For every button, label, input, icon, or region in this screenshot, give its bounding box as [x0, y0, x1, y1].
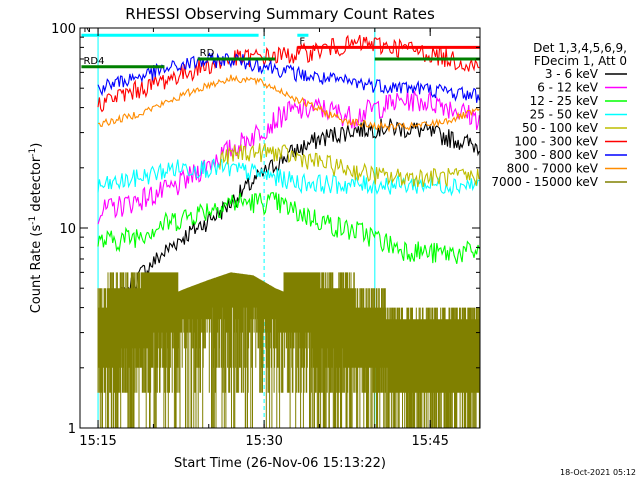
- chart-title: RHESSI Observing Summary Count Rates: [125, 5, 435, 23]
- series-25-50-kev-line: [97, 158, 480, 197]
- state-bar-label-f: F: [299, 36, 305, 47]
- legend-label-12-25-kev: 12 - 25 keV: [530, 94, 599, 108]
- legend-label-25-50-kev: 25 - 50 keV: [530, 108, 599, 122]
- plot-clip-group: N F RD RD4: [81, 24, 480, 428]
- y-axis-label-tail: detector: [29, 156, 44, 216]
- series-3-6-kev-line: [97, 118, 480, 337]
- y-axis-label-sup-2: -1: [28, 148, 38, 157]
- legend-label-100-300-kev: 100 - 300 keV: [514, 135, 598, 149]
- footer-timestamp: 18-Oct-2021 05:12: [560, 468, 636, 477]
- x-axis-label: Start Time (26-Nov-06 15:13:22): [174, 456, 386, 471]
- x-tick-label: 15:45: [411, 434, 448, 449]
- y-axis-label-end: ): [29, 143, 44, 148]
- y-axis-label-sup: -1: [28, 216, 38, 225]
- y-tick-label: 10: [59, 222, 76, 237]
- legend-header-line-2: FDecim 1, Att 0: [534, 54, 627, 68]
- legend-label-800-7000-kev: 800 - 7000 keV: [507, 162, 599, 176]
- y-axis-label: Count Rate (s-1 detector-1): [28, 143, 44, 314]
- series-100-300-kev-line: [97, 34, 480, 113]
- state-bar-label-rd4: RD4: [83, 56, 104, 67]
- legend: Det 1,3,4,5,6,9, FDecim 1, Att 0 3 - 6 k…: [491, 41, 627, 189]
- x-tick-label: 15:30: [245, 434, 282, 449]
- series-6-12-kev-line: [97, 88, 480, 225]
- series-800-7000-kev-line: [97, 74, 480, 133]
- legend-label-3-6-kev: 3 - 6 keV: [545, 67, 599, 81]
- legend-label-7000-15000-kev: 7000 - 15000 keV: [491, 175, 598, 189]
- y-axis-label-main: Count Rate (s: [29, 225, 44, 314]
- series-7000-15000-kev-line: [97, 272, 480, 428]
- axes: 15:15 15:30 15:45 1 10 100: [51, 22, 481, 449]
- state-bar-label-n: N: [83, 24, 90, 35]
- legend-header-line-1: Det 1,3,4,5,6,9,: [533, 41, 627, 55]
- series-50-100-kev-line: [219, 143, 480, 188]
- state-bar-label-rd: RD: [200, 48, 215, 59]
- legend-label-6-12-kev: 6 - 12 keV: [537, 81, 599, 95]
- legend-label-50-100-kev: 50 - 100 keV: [522, 121, 599, 135]
- plot-area: N F RD RD4: [81, 24, 480, 428]
- legend-label-300-800-kev: 300 - 800 keV: [514, 148, 598, 162]
- x-tick-label: 15:15: [79, 434, 116, 449]
- y-tick-label: 100: [51, 22, 76, 37]
- series-12-25-kev-line: [97, 192, 480, 264]
- y-tick-label: 1: [68, 422, 76, 437]
